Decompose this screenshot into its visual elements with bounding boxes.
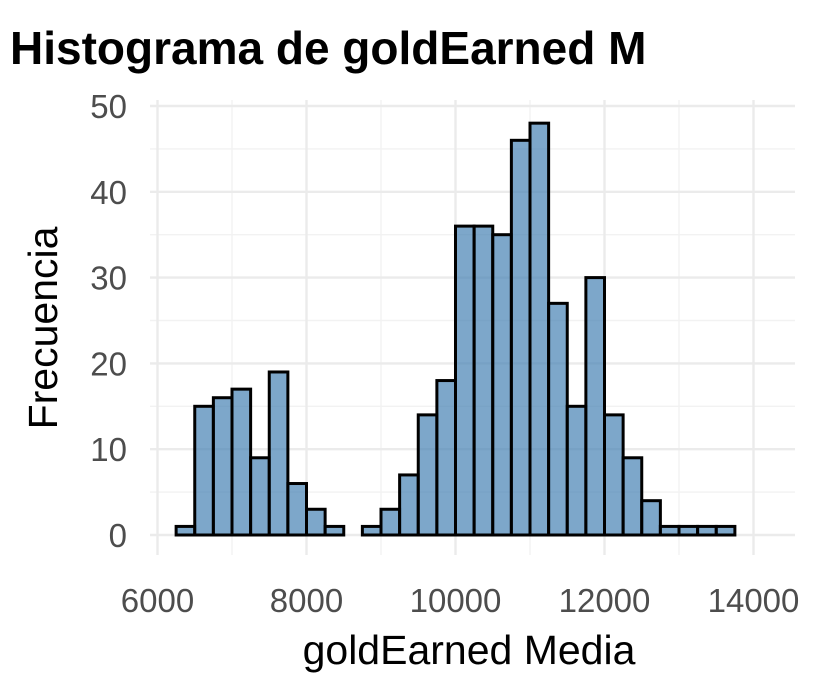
histogram-bar bbox=[286, 482, 308, 537]
histogram-bar bbox=[491, 233, 513, 537]
y-tick-label: 0 bbox=[109, 517, 127, 554]
y-tick-label: 50 bbox=[90, 88, 127, 125]
y-tick-label: 30 bbox=[90, 260, 127, 297]
histogram-bar bbox=[696, 524, 718, 537]
x-axis-title: goldEarned Media bbox=[303, 627, 636, 673]
histogram-bar bbox=[435, 379, 457, 537]
y-tick-label: 10 bbox=[90, 431, 127, 468]
histogram-bar bbox=[472, 224, 495, 537]
histogram-bar bbox=[714, 524, 737, 537]
histogram-bar bbox=[360, 524, 383, 537]
x-tick-label: 12000 bbox=[559, 582, 651, 619]
histogram-bar bbox=[193, 404, 215, 537]
histogram-bar bbox=[528, 121, 551, 537]
histogram-bar bbox=[379, 507, 402, 537]
histogram-bar bbox=[584, 276, 606, 537]
histogram-bar bbox=[621, 456, 644, 537]
x-tick-label: 8000 bbox=[270, 582, 343, 619]
histogram-bar bbox=[640, 499, 662, 537]
histogram-bar bbox=[565, 404, 588, 537]
histogram-bar bbox=[211, 396, 234, 537]
x-tick-label: 6000 bbox=[121, 582, 194, 619]
x-tick-label: 10000 bbox=[410, 582, 502, 619]
histogram-bar bbox=[416, 413, 439, 537]
histogram-bar bbox=[677, 524, 700, 537]
histogram-bar bbox=[398, 473, 420, 537]
y-axis-title: Frecuencia bbox=[20, 226, 66, 429]
y-tick-label: 40 bbox=[90, 174, 127, 211]
x-tick-label: 14000 bbox=[708, 582, 800, 619]
histogram-bar bbox=[547, 301, 569, 537]
histogram-bar bbox=[174, 524, 197, 537]
chart-title: Histograma de goldEarned M bbox=[10, 22, 646, 74]
histogram-bar bbox=[454, 224, 476, 537]
histogram-bar bbox=[230, 387, 253, 537]
histogram-bar bbox=[603, 413, 625, 537]
bars bbox=[174, 121, 737, 537]
histogram-bar bbox=[658, 524, 681, 537]
y-tick-label: 20 bbox=[90, 345, 127, 382]
y-axis-ticks: 0 10 20 30 40 50 bbox=[90, 88, 127, 554]
x-axis-ticks: 6000 8000 10000 12000 14000 bbox=[121, 582, 800, 619]
histogram-bar bbox=[249, 456, 271, 537]
histogram-bar bbox=[305, 507, 327, 537]
histogram-bar bbox=[323, 524, 346, 537]
histogram-bar bbox=[267, 370, 290, 537]
histogram-bar bbox=[509, 138, 532, 537]
